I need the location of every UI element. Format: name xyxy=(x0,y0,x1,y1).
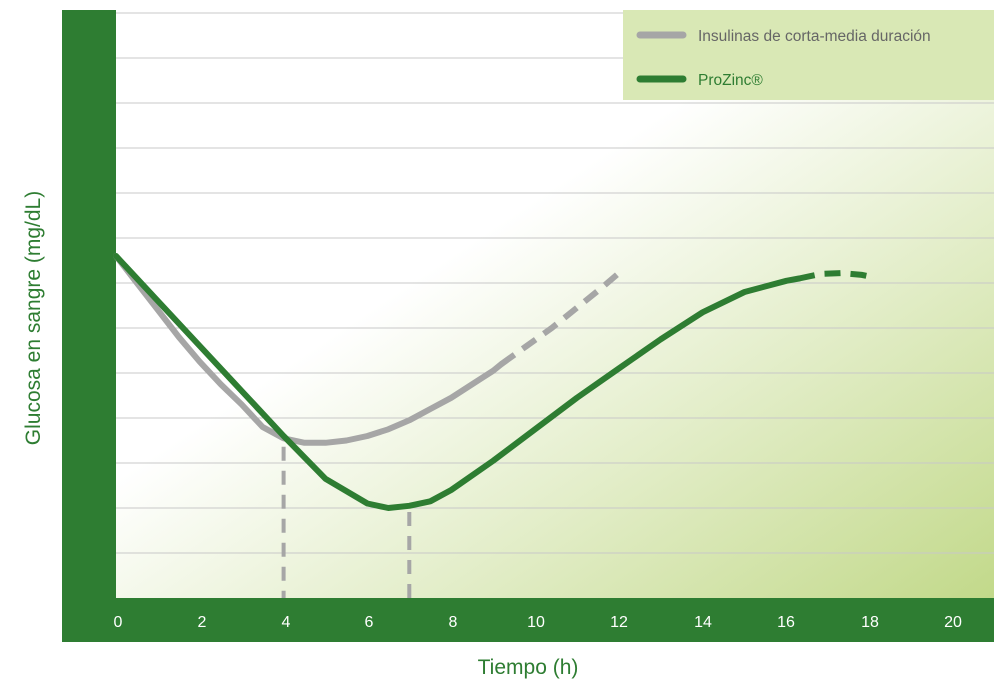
x-tick-label: 4 xyxy=(282,614,291,631)
x-tick-label: 12 xyxy=(610,614,628,631)
legend-label-green: ProZinc® xyxy=(698,72,763,89)
series-line-1-solid xyxy=(113,253,802,511)
series-line-1-dashed xyxy=(798,270,876,282)
x-tick-label: 10 xyxy=(527,614,545,631)
x-tick-label: 6 xyxy=(365,614,374,631)
x-tick-label: 18 xyxy=(861,614,879,631)
x-axis-title: Tiempo (h) xyxy=(478,656,579,679)
series-lines xyxy=(113,253,876,511)
plot-background xyxy=(116,10,994,598)
x-tick-label: 0 xyxy=(114,614,123,631)
x-tick-label: 20 xyxy=(944,614,962,631)
x-axis-band xyxy=(62,598,994,642)
legend-label-gray: Insulinas de corta-media duración xyxy=(698,28,931,45)
grid-lines xyxy=(116,12,994,554)
x-tick-label: 2 xyxy=(198,614,207,631)
x-tick-label: 8 xyxy=(449,614,458,631)
legend: Insulinas de corta-media duración ProZin… xyxy=(623,10,994,100)
y-axis-title: Glucosa en sangre (mg/dL) xyxy=(22,191,45,445)
series-line-0-dashed xyxy=(499,267,625,367)
drop-lines xyxy=(281,446,412,598)
x-tick-label: 14 xyxy=(694,614,712,631)
y-axis-band xyxy=(62,10,116,642)
legend-background xyxy=(623,10,994,100)
x-tick-label: 16 xyxy=(777,614,795,631)
x-tick-labels: 0 2 4 6 8 10 12 14 16 18 20 xyxy=(114,614,962,631)
series-line-0-solid xyxy=(113,253,505,446)
